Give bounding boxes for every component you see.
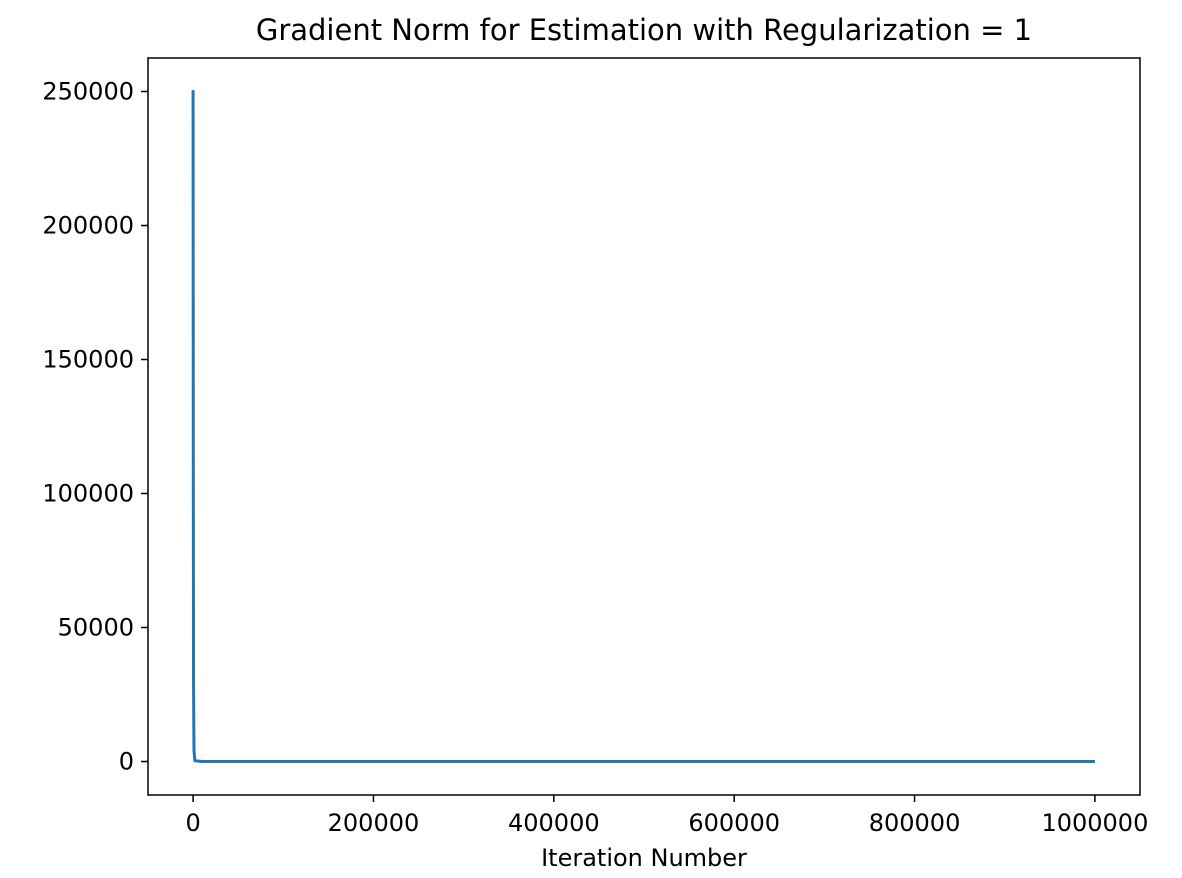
series-line-0 <box>191 90 1095 763</box>
y-tick-label: 50000 <box>58 614 134 642</box>
x-tick-label: 200000 <box>328 809 420 837</box>
x-axis-ticks: 0 200000 400000 600000 800000 1000000 <box>185 795 1148 837</box>
y-tick-label: 0 <box>119 748 134 776</box>
chart-title: Gradient Norm for Estimation with Regula… <box>256 13 1032 47</box>
x-tick-label: 400000 <box>508 809 600 837</box>
x-tick-label: 0 <box>185 809 200 837</box>
y-tick-label: 150000 <box>42 346 134 374</box>
y-tick-label: 100000 <box>42 480 134 508</box>
y-axis-ticks: 0 50000 100000 150000 200000 250000 <box>42 78 148 776</box>
axes-frame <box>147 57 1141 796</box>
x-axis-label: Iteration Number <box>541 844 747 872</box>
y-tick-label: 250000 <box>42 78 134 106</box>
x-tick-label: 600000 <box>688 809 780 837</box>
plot-area <box>148 58 1140 795</box>
series-layer <box>191 90 1095 763</box>
y-tick-label: 200000 <box>42 212 134 240</box>
x-tick-label: 1000000 <box>1041 809 1148 837</box>
x-tick-label: 800000 <box>869 809 961 837</box>
